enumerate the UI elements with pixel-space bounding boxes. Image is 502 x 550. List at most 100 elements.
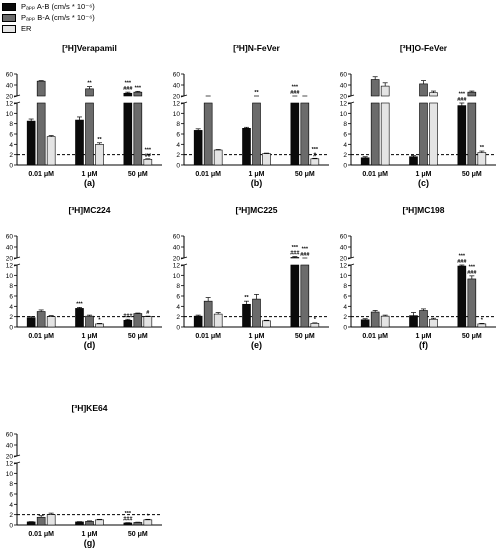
significance-label: ### (467, 270, 476, 276)
bar-ab (75, 308, 84, 328)
bar-ab (123, 522, 133, 526)
panel-letter: (b) (251, 178, 263, 188)
bar-er (95, 144, 104, 166)
y-tick-label: 40 (340, 245, 348, 252)
significance-label: *** (312, 147, 319, 153)
significance-label: *** (76, 301, 83, 307)
bar-ba (36, 102, 46, 166)
y-tick-label: 10 (6, 111, 14, 118)
x-tick-label: 0.01 μM (28, 531, 54, 538)
x-tick-label: 1 μM (416, 333, 432, 340)
significance-label: *** (459, 254, 466, 260)
y-tick-label: 40 (6, 443, 14, 450)
x-tick-label: 0.01 μM (362, 171, 388, 178)
panel-letter: (f) (419, 340, 428, 350)
y-tick-label: 6 (343, 294, 347, 301)
y-tick-label: 10 (6, 273, 14, 280)
x-tick-label: 0.01 μM (195, 333, 221, 340)
y-tick-label: 4 (343, 142, 347, 149)
y-tick-label: 2 (176, 314, 180, 321)
x-tick-label: 1 μM (416, 171, 432, 178)
chart-title: [³H]MC198 (402, 205, 444, 215)
y-tick-label: 10 (173, 111, 181, 118)
bar-ab (409, 315, 418, 328)
chart-panel-g: [³H]KE64 20 40 60 0 2 4 6 8 10 12 0.01 μM 1 μM ***###… (6, 403, 162, 548)
chart-title: [³H]MC224 (68, 205, 110, 215)
y-tick-label: 4 (176, 304, 180, 311)
y-tick-label: 12 (340, 263, 348, 270)
y-tick-label: 10 (173, 273, 181, 280)
y-tick-label: 2 (343, 152, 347, 159)
bar-ba (133, 313, 143, 328)
bar-ba-upper (85, 88, 94, 97)
x-tick-label: 50 μM (462, 171, 482, 178)
panel-letter: (e) (251, 340, 262, 350)
bar-ba (419, 310, 428, 328)
x-tick-label: 50 μM (295, 333, 315, 340)
bar-ba (36, 516, 46, 526)
x-tick-label: 0.01 μM (195, 171, 221, 178)
significance-label: ### (290, 90, 299, 96)
chart-title: [³H]O-FeVer (400, 43, 448, 53)
bar-er-upper (380, 85, 390, 97)
bar-ba (300, 264, 310, 328)
bar-ab (360, 319, 370, 328)
significance-label: ** (480, 145, 485, 151)
y-tick-label: 4 (9, 142, 13, 149)
significance-label: *** (469, 264, 476, 270)
y-tick-label: 60 (340, 72, 348, 79)
y-tick-label: 20 (6, 256, 14, 263)
y-tick-label: 8 (343, 283, 347, 290)
bar-er (477, 152, 487, 166)
bar-ab (409, 156, 418, 166)
y-tick-label: 2 (343, 314, 347, 321)
y-tick-label: 0 (343, 325, 347, 332)
bar-er (213, 313, 223, 328)
x-tick-label: 1 μM (82, 171, 98, 178)
y-tick-label: 0 (176, 325, 180, 332)
bar-ab (193, 130, 203, 166)
significance-label: *** (459, 92, 466, 98)
significance-label: # (146, 310, 149, 316)
bar-ab (75, 521, 84, 526)
x-tick-label: 50 μM (462, 333, 482, 340)
legend-label-ab: Pₐₚₚ A-B (cm/s * 10⁻⁶) (21, 2, 95, 11)
y-tick-label: 40 (6, 83, 14, 90)
significance-label: *** (145, 147, 152, 153)
y-tick-label: 0 (176, 163, 180, 170)
panel-letter: (g) (84, 538, 96, 548)
y-tick-label: 8 (343, 121, 347, 128)
significance-label: ** (87, 81, 92, 87)
bar-er (380, 315, 390, 328)
bar-ba (300, 102, 310, 166)
bar-ba (419, 102, 428, 166)
x-tick-label: 1 μM (249, 333, 265, 340)
chart-title: [³H]N-FeVer (233, 43, 280, 53)
y-tick-label: 0 (343, 163, 347, 170)
y-tick-label: 2 (9, 152, 13, 159)
significance-label: ### (123, 517, 132, 523)
legend-label-er: ER (21, 24, 32, 33)
bar-ab-upper (290, 257, 300, 259)
y-tick-label: 12 (340, 101, 348, 108)
bar-ba-upper (419, 83, 428, 97)
significance-label: * (98, 317, 101, 323)
panel-letter: (c) (418, 178, 429, 188)
bar-ba (370, 311, 380, 328)
y-tick-label: 12 (6, 101, 14, 108)
x-tick-label: 0.01 μM (28, 333, 54, 340)
bar-er (380, 102, 390, 166)
x-tick-label: 50 μM (128, 333, 148, 340)
y-tick-label: 10 (340, 111, 348, 118)
legend-label-ba: Pₐₚₚ B-A (cm/s * 10⁻⁶) (21, 13, 95, 22)
chart-title: [³H]MC225 (235, 205, 277, 215)
panel-letter: (d) (84, 340, 96, 350)
y-tick-label: 20 (173, 256, 181, 263)
significance-label: *** (292, 85, 299, 91)
bar-ab (193, 315, 203, 328)
significance-label: * (147, 513, 150, 519)
legend-item-er: ER (2, 23, 182, 34)
y-tick-label: 20 (6, 454, 14, 461)
